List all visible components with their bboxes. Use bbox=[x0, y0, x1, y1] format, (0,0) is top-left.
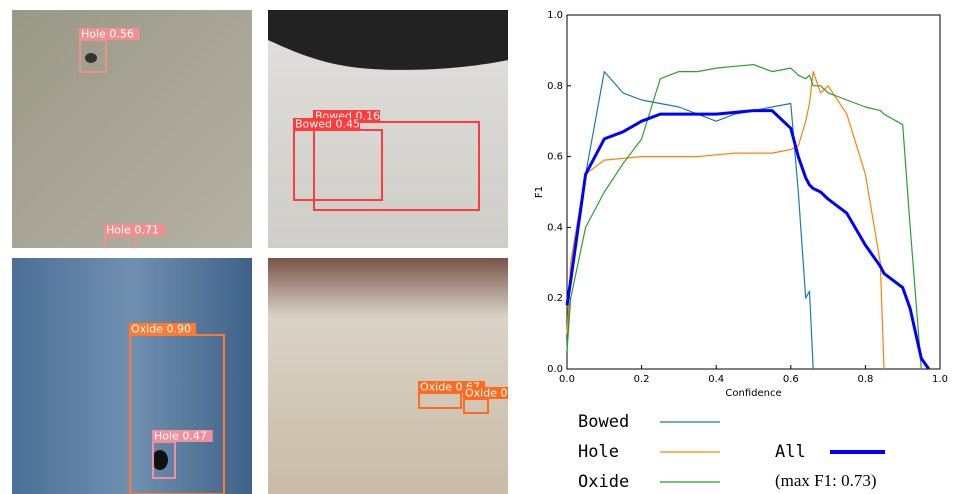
detection-label: Hole 0.47 bbox=[154, 430, 207, 443]
detection-label: Hole 0.71 bbox=[106, 224, 159, 237]
y-axis-label: F1 bbox=[534, 186, 545, 198]
y-tick-label: 0.6 bbox=[547, 152, 563, 163]
photo-detail bbox=[85, 53, 97, 63]
detection-label: Hole 0.56 bbox=[81, 28, 134, 41]
y-tick-label: 1.0 bbox=[547, 10, 563, 21]
legend-label: Hole bbox=[578, 442, 619, 462]
y-tick-label: 0.4 bbox=[547, 222, 563, 233]
detection-label: Bowed 0.45 bbox=[295, 118, 360, 131]
x-tick-label: 0.2 bbox=[634, 374, 650, 385]
legend-label: Oxide bbox=[578, 472, 629, 492]
x-tick-label: 0.0 bbox=[559, 374, 575, 385]
detection-label: Oxide 0.90 bbox=[131, 323, 191, 336]
x-axis-label: Confidence bbox=[725, 388, 781, 399]
x-tick-label: 1.0 bbox=[932, 374, 948, 385]
figure: 0.0 0.2 0.4 0.6 0.8 1.0 0.0 0.2 0.4 0.6 0.8 1.0 Conf… bbox=[0, 0, 956, 494]
detection-label: Oxide 0 bbox=[465, 387, 507, 400]
annotation: (max F1: 0.73) bbox=[775, 471, 877, 490]
chart: 0.0 0.2 0.4 0.6 0.8 1.0 0.0 0.2 0.4 0.6 0.8 1.0 Conf… bbox=[534, 10, 948, 492]
plot-frame bbox=[567, 15, 940, 369]
legend-label: Bowed bbox=[578, 412, 629, 432]
photo bbox=[12, 258, 252, 494]
legend-label: All bbox=[775, 442, 806, 462]
series-line bbox=[567, 111, 929, 369]
photo-detail bbox=[152, 450, 168, 470]
y-tick-label: 0.0 bbox=[547, 364, 563, 375]
x-tick-label: 0.6 bbox=[783, 374, 799, 385]
y-tick-label: 0.2 bbox=[547, 293, 563, 304]
x-tick-label: 0.4 bbox=[708, 374, 724, 385]
x-tick-label: 0.8 bbox=[857, 374, 873, 385]
photo bbox=[268, 258, 508, 494]
y-tick-label: 0.8 bbox=[547, 81, 563, 92]
photo bbox=[12, 10, 252, 248]
series-line bbox=[567, 72, 884, 369]
